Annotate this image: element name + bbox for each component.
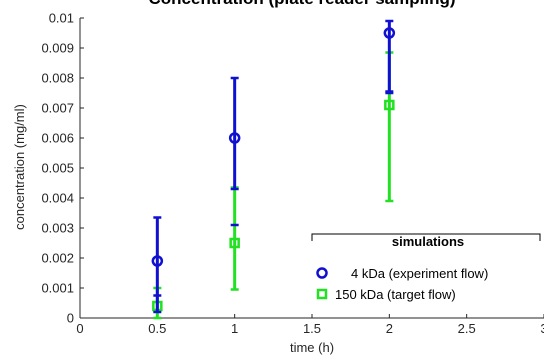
x-tick-label: 0.5 [148,321,166,336]
y-tick-label: 0 [67,311,74,326]
data-point [228,132,241,144]
series-layer [151,19,396,320]
y-axis-label: concentration (mg/ml) [12,104,27,230]
y-tick-label: 0.006 [41,131,74,146]
data-point [229,237,240,249]
y-tick-label: 0.002 [41,251,74,266]
series-4kda [151,19,396,314]
y-tick-label: 0.005 [41,161,74,176]
data-point [384,99,395,111]
y-tick-label: 0.01 [49,11,74,26]
x-tick-label: 2.5 [458,321,476,336]
legend-title: simulations [392,234,464,249]
axes-layer: 0 0.5 1 1.5 2 2.5 3 0 0.001 0.002 0.003 0.004 0.005 0… [41,11,544,336]
y-tick-label: 0.007 [41,101,74,116]
y-tick-label: 0.009 [41,41,74,56]
x-tick-label: 1 [231,321,238,336]
data-point [151,255,164,267]
x-axis-label: time (h) [290,340,334,355]
x-tick-label: 1.5 [303,321,321,336]
y-tick-label: 0.003 [41,221,74,236]
legend-bracket [311,233,541,241]
data-point [383,27,396,39]
y-tick-label: 0.008 [41,71,74,86]
chart-title: Concentration (plate reader sampling) [149,0,456,8]
legend: simulations 4 kDa (experiment flow) 150 k… [311,233,541,302]
legend-marker [316,267,328,279]
y-tick-label: 0.004 [41,191,74,206]
x-tick-label: 3 [540,321,544,336]
x-tick-label: 0 [76,321,83,336]
legend-marker [316,288,328,300]
legend-entry-label: 4 kDa (experiment flow) [351,266,488,281]
legend-entry-label: 150 kDa (target flow) [335,287,456,302]
legend-items: 4 kDa (experiment flow) 150 kDa (target f… [316,266,488,302]
x-tick-label: 2 [386,321,393,336]
y-tick-label: 0.001 [41,281,74,296]
